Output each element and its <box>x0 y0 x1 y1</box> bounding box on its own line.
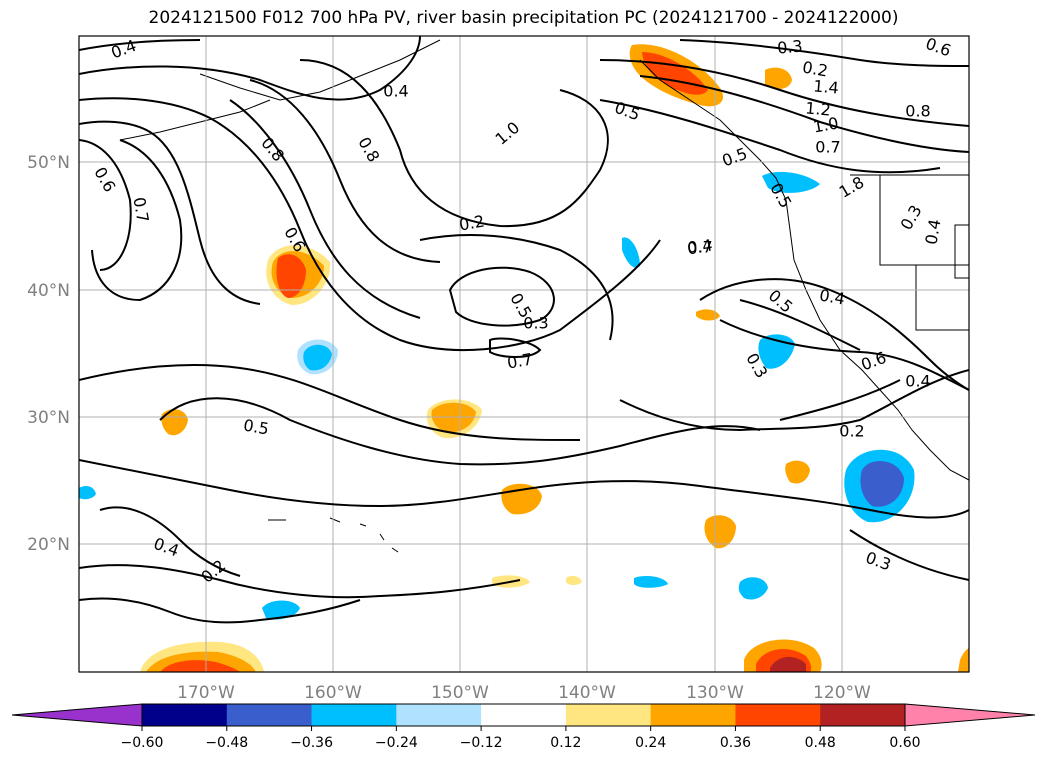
colorbar-tick-label: 0.36 <box>720 735 751 751</box>
precip-patch <box>634 576 668 588</box>
contour-label: 1.2 <box>805 98 832 119</box>
contour-label: 1.4 <box>813 76 840 97</box>
lon-label: 140°W <box>558 683 616 703</box>
lat-label: 20°N <box>27 535 70 555</box>
contour-label: 0.4 <box>686 235 714 258</box>
precip-patch <box>704 515 736 549</box>
contour-label: 0.7 <box>815 138 840 157</box>
colorbar-segment <box>735 704 821 726</box>
colorbar-segment <box>565 704 652 726</box>
map-title: 2024121500 F012 700 hPa PV, river basin … <box>148 8 899 28</box>
precip-patch <box>276 254 306 298</box>
map-frame <box>79 36 969 672</box>
map-border <box>78 35 970 673</box>
lon-label: 130°W <box>686 683 744 703</box>
contour-label: 0.4 <box>383 82 408 101</box>
colorbar-tick-label: 0.48 <box>805 735 836 751</box>
lat-axis-labels: 50°N 40°N 30°N 20°N <box>27 153 70 555</box>
contour-label: 0.3 <box>523 314 548 333</box>
pv-contours <box>79 36 969 624</box>
precip-patch <box>860 460 904 507</box>
precip-patch <box>79 486 96 500</box>
precip-patch <box>738 577 768 600</box>
contour-label: 0.7 <box>129 196 152 224</box>
precip-patch <box>785 460 810 484</box>
contour-label: 0.2 <box>458 211 486 234</box>
contour-label: 0.8 <box>905 102 930 121</box>
colorbar-tick-label: 0.24 <box>635 735 666 751</box>
precip-patch <box>566 575 582 585</box>
precip-patch <box>696 309 720 321</box>
colorbar-tick-label: −0.48 <box>205 735 248 751</box>
lon-label: 160°W <box>304 683 362 703</box>
contour-label: 0.4 <box>818 285 846 308</box>
precip-patch <box>622 237 640 268</box>
lon-label: 150°W <box>431 683 489 703</box>
precip-patch <box>262 600 300 620</box>
colorbar-segment <box>481 704 567 726</box>
lat-label: 30°N <box>27 408 70 428</box>
precip-patch <box>770 656 806 672</box>
precip-patch <box>161 409 188 436</box>
colorbar-extend-min <box>11 703 143 727</box>
colorbar-tick-label: −0.12 <box>460 735 503 751</box>
contour-label: 0.5 <box>242 415 270 438</box>
precip-shading <box>79 44 969 672</box>
precip-patch <box>762 171 820 193</box>
lon-axis-labels: 170°W 160°W 150°W 140°W 130°W 120°W <box>177 683 871 703</box>
colorbar-segment <box>226 704 313 726</box>
precip-patch <box>765 67 792 90</box>
contour-label: 0.2 <box>801 57 829 80</box>
colorbar-frame <box>141 703 906 727</box>
lat-label: 40°N <box>27 281 70 301</box>
colorbar-extend-max <box>904 703 1036 727</box>
colorbar-segment <box>142 704 228 726</box>
contour-label: 0.7 <box>687 238 712 257</box>
colorbar-tick-label: 0.60 <box>889 735 920 751</box>
colorbar-tick-label: −0.24 <box>375 735 418 751</box>
colorbar-segment <box>820 704 906 726</box>
contour-label: 1.0 <box>812 113 840 136</box>
precip-patch <box>303 344 332 371</box>
precip-patch <box>160 660 240 672</box>
contour-label: 0.4 <box>905 372 930 391</box>
contour-label: 0.2 <box>839 422 864 441</box>
colorbar-segment <box>396 704 482 726</box>
lon-label: 170°W <box>177 683 235 703</box>
colorbar-segment <box>650 704 736 726</box>
coastlines <box>119 39 969 553</box>
colorbar-tick-label: −0.36 <box>290 735 333 751</box>
lon-label: 120°W <box>813 683 871 703</box>
colorbar-tick-label: −0.60 <box>121 735 164 751</box>
lat-label: 50°N <box>27 153 70 173</box>
contour-label: 0.4 <box>921 218 944 246</box>
colorbar-tick-label: 0.12 <box>550 735 581 751</box>
contour-label: 0.3 <box>776 36 803 57</box>
contour-label: 0.7 <box>506 349 534 372</box>
colorbar-segment <box>311 704 397 726</box>
precip-patch <box>431 402 476 433</box>
precip-patch <box>958 648 969 672</box>
colorbar: −0.60 −0.48 −0.36 −0.24 −0.12 0.12 0.24 0.36 0.4… <box>11 703 1036 751</box>
